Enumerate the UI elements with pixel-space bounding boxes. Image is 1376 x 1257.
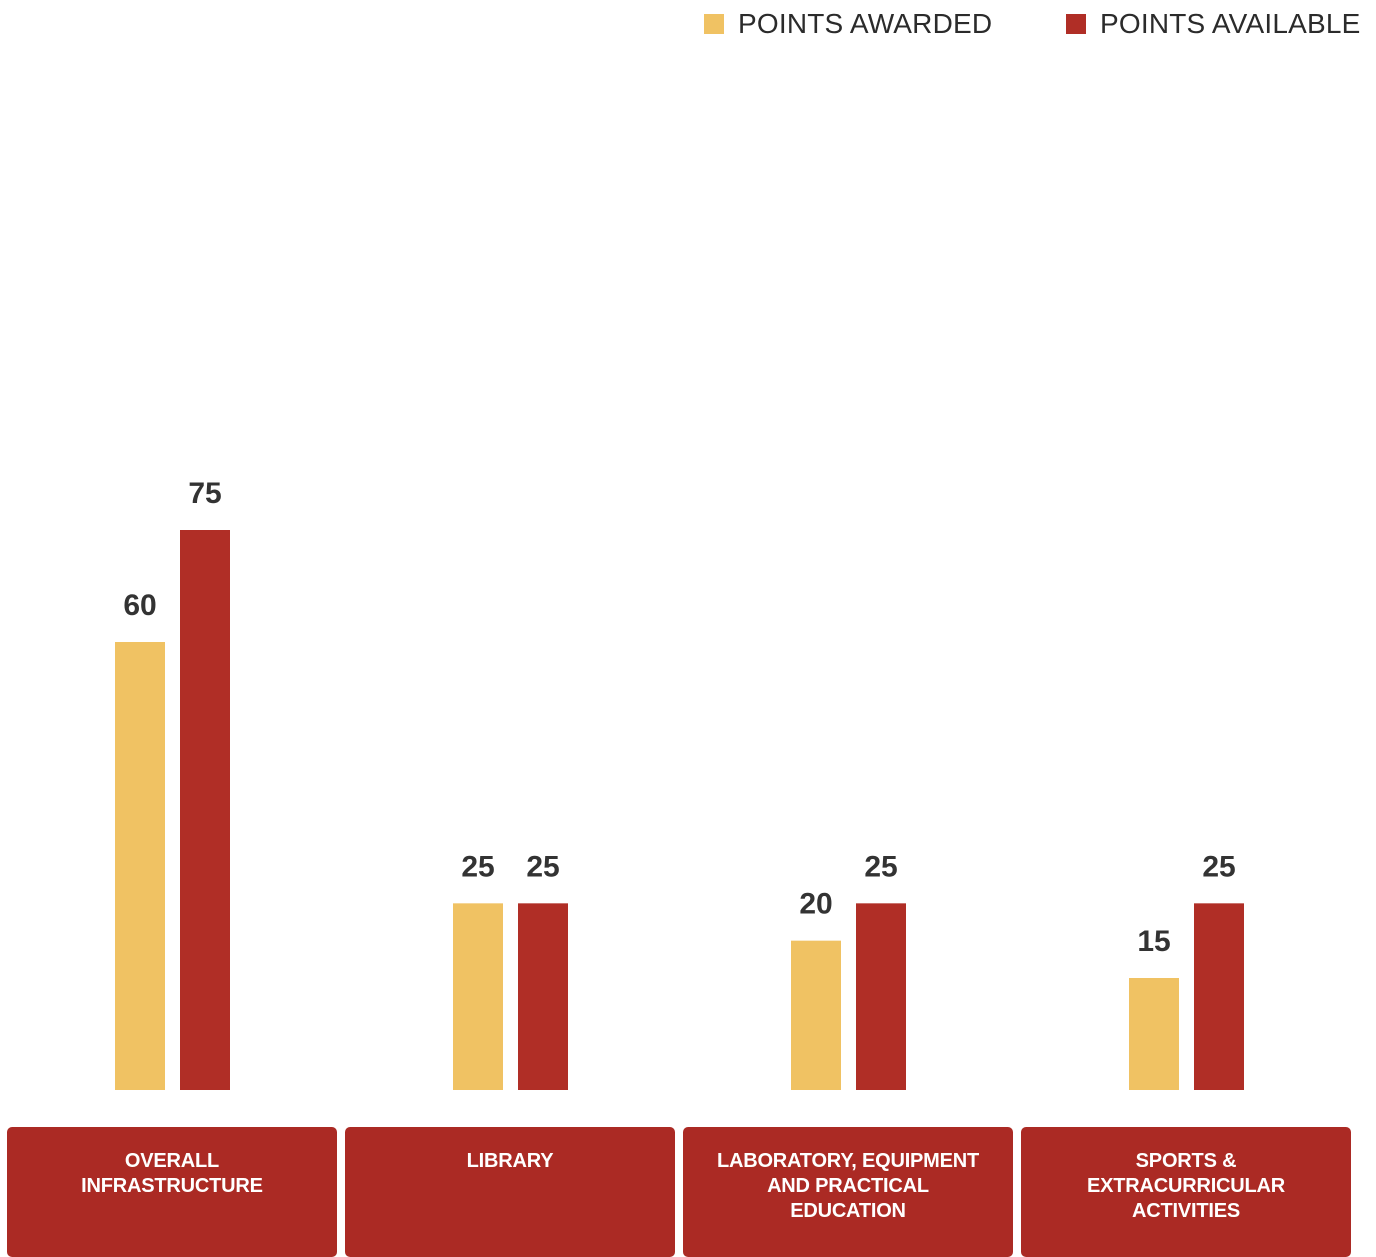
chart-legend: POINTS AWARDED POINTS AVAILABLE: [700, 6, 1370, 42]
category-box-overall-infrastructure: OVERALL INFRASTRUCTURE: [7, 1127, 337, 1257]
bar-points-awarded-3: [1129, 978, 1179, 1090]
legend-swatch-awarded: [704, 14, 724, 34]
bar-points-available-2: [856, 903, 906, 1090]
bar-points-awarded-2: [791, 940, 841, 1090]
bar-points-awarded-1: [453, 903, 503, 1090]
data-label-points-awarded-1: 25: [461, 850, 494, 883]
bar-points-available-1: [518, 903, 568, 1090]
bar-points-available-3: [1194, 903, 1244, 1090]
legend-swatch-available: [1066, 14, 1086, 34]
data-label-points-available-0: 75: [188, 477, 221, 510]
category-label: LABORATORY, EQUIPMENT AND PRACTICAL EDUC…: [716, 1150, 980, 1222]
category-box-library: LIBRARY: [345, 1127, 675, 1257]
data-label-points-awarded-0: 60: [123, 589, 156, 622]
legend-item-points-available: POINTS AVAILABLE: [1066, 6, 1361, 42]
category-box-laboratory: LABORATORY, EQUIPMENT AND PRACTICAL EDUC…: [683, 1127, 1013, 1257]
data-label-points-available-2: 25: [864, 850, 897, 883]
legend-label-available: POINTS AVAILABLE: [1100, 8, 1361, 39]
bar-points-awarded-0: [115, 642, 165, 1090]
data-label-points-available-3: 25: [1202, 850, 1235, 883]
data-label-points-awarded-3: 15: [1137, 925, 1170, 958]
category-label: OVERALL INFRASTRUCTURE: [81, 1150, 263, 1197]
category-label: SPORTS & EXTRACURRICULAR ACTIVITIES: [1086, 1150, 1286, 1222]
data-label-points-available-1: 25: [526, 850, 559, 883]
bar-points-available-0: [180, 530, 230, 1090]
category-label: LIBRARY: [466, 1150, 554, 1172]
data-label-points-awarded-2: 20: [799, 888, 832, 921]
legend-item-points-awarded: POINTS AWARDED: [704, 6, 992, 42]
category-box-sports: SPORTS & EXTRACURRICULAR ACTIVITIES: [1021, 1127, 1351, 1257]
legend-label-awarded: POINTS AWARDED: [738, 8, 993, 39]
